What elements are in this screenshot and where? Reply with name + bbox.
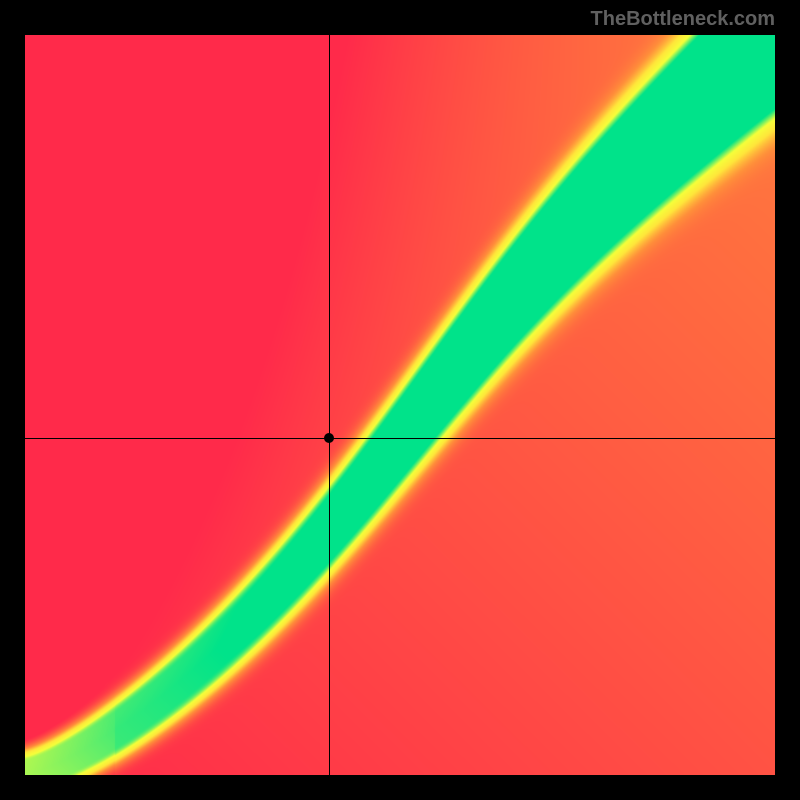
watermark-text: TheBottleneck.com [591, 8, 775, 31]
heatmap-plot [25, 35, 775, 775]
crosshair-horizontal [25, 438, 775, 439]
crosshair-marker [324, 433, 334, 443]
heatmap-canvas [25, 35, 775, 775]
crosshair-vertical [329, 35, 330, 775]
